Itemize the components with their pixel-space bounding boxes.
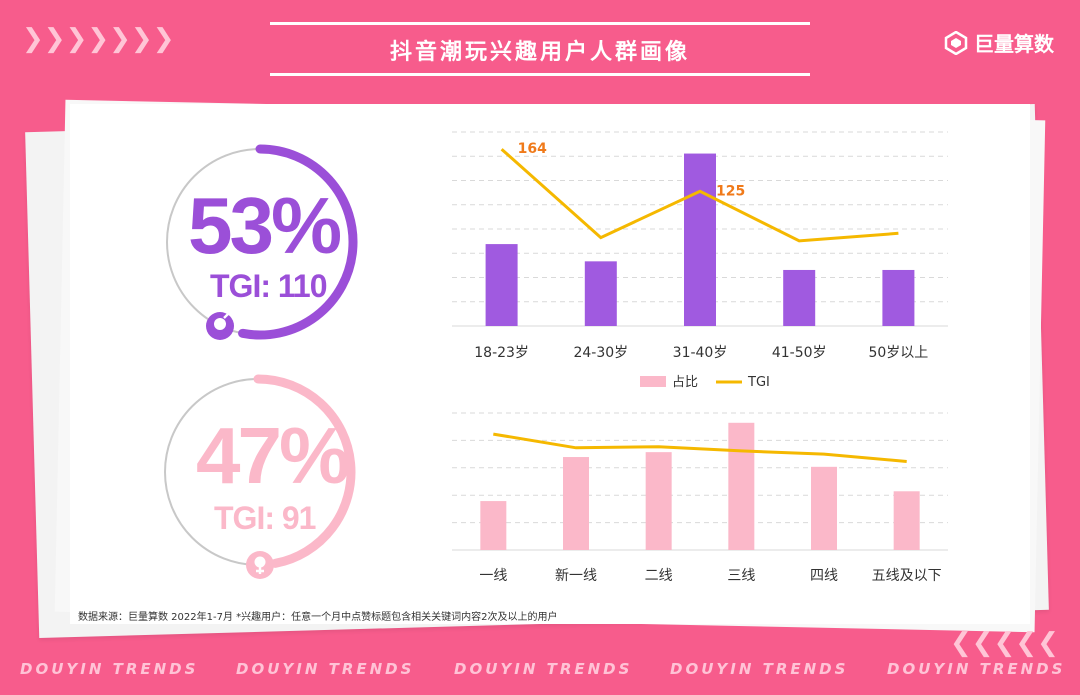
bar — [645, 452, 672, 550]
legend-label: 占比 — [672, 375, 698, 390]
x-tick-label: 四线 — [810, 568, 838, 584]
source-note: 数据来源：巨量算数 2022年1-7月 *兴趣用户：任意一个月中点赞标题包含相关… — [78, 612, 558, 623]
trend-text: DOUYIN TRENDS — [670, 660, 849, 678]
x-tick-label: 五线及以下 — [872, 568, 942, 584]
x-tick-label: 41-50岁 — [772, 345, 827, 361]
bar — [584, 261, 617, 326]
female-tgi: TGI: 91 — [214, 500, 316, 536]
x-tick-label: 18-23岁 — [474, 345, 529, 361]
title-banner: 抖音潮玩兴趣用户人群画像 — [270, 22, 810, 76]
x-tick-label: 一线 — [479, 568, 507, 584]
female-icon — [246, 551, 274, 579]
male-icon — [206, 310, 234, 340]
bar — [893, 491, 920, 550]
trend-text: DOUYIN TRENDS — [236, 660, 415, 678]
x-tick-label: 二线 — [645, 568, 673, 584]
trend-text: DOUYIN TRENDS — [20, 660, 199, 678]
bar — [783, 269, 816, 326]
city-tier-chart: 一线 新一线 二线 三线 四线 五线及以下 — [452, 412, 948, 584]
data-label: 164 — [518, 141, 547, 157]
bar — [811, 466, 837, 550]
female-ring-arc — [253, 374, 356, 568]
bar — [563, 457, 589, 550]
footer-trends: DOUYIN TRENDS DOUYIN TRENDS DOUYIN TREND… — [0, 660, 1080, 684]
legend-swatch — [640, 376, 666, 387]
bar — [728, 422, 755, 550]
male-tgi: TGI: 110 — [210, 268, 327, 304]
bar — [882, 269, 915, 326]
x-tick-label: 31-40岁 — [673, 345, 728, 361]
bar — [684, 153, 716, 326]
data-label: 125 — [716, 183, 745, 199]
x-tick-label: 三线 — [727, 568, 755, 584]
x-tick-label: 50岁以上 — [868, 345, 928, 361]
chevron-left-icon: ❮❮❮❮❮ — [950, 628, 1059, 658]
female-percent: 47% — [196, 411, 350, 500]
age-chart: 18-23岁 24-30岁 31-40岁 41-50岁 50岁以上 164 125 占比 TGI — [452, 131, 948, 390]
female-gender-ring — [164, 374, 356, 579]
male-ring-arc — [238, 144, 358, 340]
x-tick-label: 新一线 — [555, 568, 597, 584]
chevron-right-icon: ❯❯❯❯❯❯❯ — [22, 24, 175, 54]
male-percent: 53% — [188, 181, 342, 270]
brand-icon — [944, 30, 968, 55]
decorative-chevrons-right: ❮❮❮❮❮ — [950, 630, 1059, 656]
legend-label: TGI — [747, 375, 770, 390]
male-gender-ring — [166, 144, 358, 340]
trend-text: DOUYIN TRENDS — [887, 660, 1066, 678]
brand-logo: 巨量算数 — [944, 28, 1054, 57]
bar — [480, 501, 507, 550]
x-tick-label: 24-30岁 — [573, 345, 628, 361]
bar — [485, 244, 518, 326]
tgi-line — [493, 432, 907, 463]
decorative-chevrons-left: ❯❯❯❯❯❯❯ — [22, 26, 175, 52]
page-title: 抖音潮玩兴趣用户人群画像 — [389, 40, 690, 65]
tgi-line — [500, 148, 899, 243]
brand-name: 巨量算数 — [974, 32, 1054, 56]
trend-text: DOUYIN TRENDS — [454, 660, 633, 678]
